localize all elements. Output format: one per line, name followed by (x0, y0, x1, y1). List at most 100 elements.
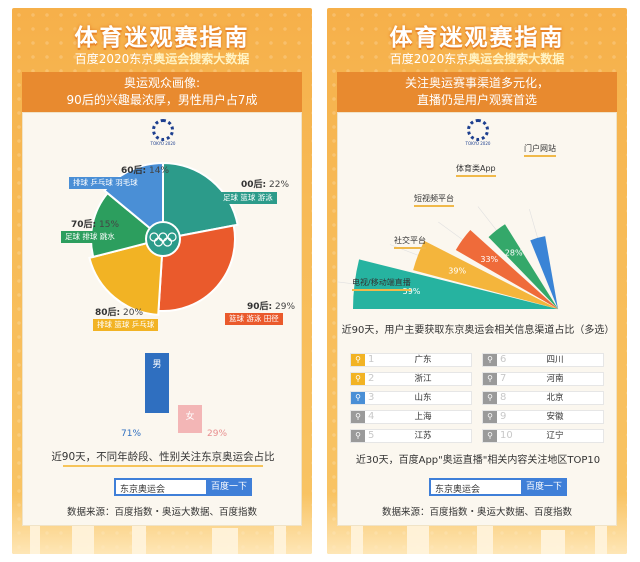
rank-number: 7 (500, 373, 507, 384)
search-icon: ⚲ (351, 354, 365, 366)
search-icon: ⚲ (351, 392, 365, 404)
ranking-row: ⚲ 8 北京 (482, 391, 604, 405)
search-input[interactable]: 东京奥运会 (120, 485, 166, 495)
tokyo-2020-logo: TOKYO 2020 (462, 119, 494, 149)
ranking-row: ⚲ 9 安徽 (482, 410, 604, 424)
channel-label-2: 社交平台 (394, 235, 426, 249)
rank-city: 上海 (414, 412, 432, 422)
search-icon: ⚲ (351, 430, 365, 442)
ranking-row: ⚲ 5 江苏 (350, 429, 472, 443)
left-poster: 体育迷观赛指南 百度2020东京奥运会搜索大数据 奥运观众画像: 90后的兴趣最… (12, 8, 312, 554)
pie-slice (162, 161, 239, 241)
caption-underline (63, 465, 263, 467)
rank-city: 辽宁 (546, 431, 564, 441)
ranking-row: ⚲ 6 四川 (482, 353, 604, 367)
insight-banner: 奥运观众画像: 90后的兴趣最浓厚，男性用户占7成 (22, 72, 302, 112)
age-pie-chart (88, 161, 239, 316)
ranking-row: ⚲ 4 上海 (350, 410, 472, 424)
ranking-row: ⚲ 10 辽宁 (482, 429, 604, 443)
age-tags-80: 排球 篮球 乒乓球 (93, 319, 159, 331)
banner-line-1: 奥运观众画像: (123, 76, 201, 90)
insight-banner: 关注奥运赛事渠道多元化， 直播仍是用户观赛首选 (337, 72, 617, 112)
pie-slice (88, 237, 165, 316)
channel-label-1: 电视/移动端直播 (352, 277, 411, 291)
age-label-60: 60后: 14% (121, 166, 170, 176)
age-label-90: 90后: 29% (247, 302, 296, 312)
male-pct: 71% (121, 429, 142, 439)
rank-city: 河南 (546, 374, 564, 384)
rank-number: 8 (500, 392, 507, 403)
male-label: 男 (152, 360, 162, 370)
logo-text: TOKYO 2020 (465, 141, 491, 146)
gender-caption: 近90天，不同年龄段、性别关注东京奥运会占比 (51, 451, 275, 463)
female-label: 女 (185, 412, 195, 422)
rank-number: 1 (368, 354, 375, 365)
channel-wedge (353, 259, 558, 309)
subheadline: 百度2020东京奥运会搜索大数据 (12, 50, 312, 67)
search-icon: ⚲ (483, 373, 497, 385)
headline: 体育迷观赛指南 (389, 25, 565, 51)
banner-line-2: 90后的兴趣最浓厚，男性用户占7成 (66, 93, 258, 107)
male-bar: 男 (145, 353, 169, 413)
banner-line-2: 直播仍是用户观赛首选 (416, 93, 537, 107)
data-source: 数据来源：百度指数・奥运大数据、百度指数 (66, 507, 257, 518)
search-button[interactable]: 百度一下 (206, 478, 252, 496)
ranking-row: ⚲ 2 浙江 (350, 372, 472, 386)
rank-city: 四川 (546, 355, 564, 365)
search-icon: ⚲ (483, 411, 497, 423)
ranking-row: ⚲ 1 广东 (350, 353, 472, 367)
channel-chart: 59% 39% 33% 28% (338, 206, 559, 310)
search-icon: ⚲ (351, 373, 365, 385)
olympic-rings-icon (145, 221, 181, 257)
rank-city: 安徽 (546, 412, 564, 422)
age-tags-60: 排球 乒乓球 羽毛球 (69, 177, 142, 189)
female-pct: 29% (207, 429, 228, 439)
rank-number: 9 (500, 411, 507, 422)
age-label-80: 80后: 20% (95, 308, 144, 318)
age-tags-90: 篮球 游泳 田径 (225, 313, 283, 325)
search-icon: ⚲ (483, 392, 497, 404)
age-tags-00: 足球 篮球 游泳 (219, 192, 277, 204)
rank-number: 5 (368, 430, 375, 441)
subheadline-prefix: 百度2020东京 (74, 52, 154, 66)
data-card: TOKYO 2020 59% 39% 33% 28% 电视/移动端直播 社交平台 短视… (337, 112, 617, 526)
age-label-00: 00后: 22% (241, 180, 290, 190)
rank-number: 4 (368, 411, 375, 422)
search-icon: ⚲ (483, 354, 497, 366)
search-box[interactable]: 东京奥运会 百度一下 (114, 478, 252, 496)
search-icon: ⚲ (351, 411, 365, 423)
ranking-row: ⚲ 7 河南 (482, 372, 604, 386)
subheadline: 百度2020东京奥运会搜索大数据 (327, 50, 627, 67)
headline: 体育迷观赛指南 (74, 25, 250, 51)
rank-city: 山东 (414, 393, 432, 403)
rank-city: 浙江 (414, 374, 432, 384)
channel-caption: 近90天，用户主要获取东京奥运会相关信息渠道占比（多选） (341, 325, 615, 336)
channel-label-5: 门户网站 (524, 143, 556, 157)
channel-wedge (413, 240, 558, 309)
channel-label-3: 短视频平台 (414, 193, 454, 207)
channel-pct: 28% (505, 248, 523, 257)
channel-wedge (488, 224, 558, 309)
rank-city: 北京 (546, 393, 564, 403)
ranking-caption: 近30天，百度App"奥运直播"相关内容关注地区TOP10 (355, 455, 601, 466)
age-tags-70: 足球 排球 跳水 (61, 231, 119, 243)
search-icon: ⚲ (483, 430, 497, 442)
ranking-row: ⚲ 3 山东 (350, 391, 472, 405)
rank-number: 6 (500, 354, 507, 365)
search-button[interactable]: 百度一下 (521, 478, 567, 496)
channel-pct: 59% (403, 287, 421, 296)
search-input[interactable]: 东京奥运会 (435, 485, 481, 495)
subheadline-highlight: 奥运会搜索大数据 (468, 52, 565, 66)
channel-pct: 33% (480, 255, 498, 264)
channel-wedge (530, 236, 558, 309)
female-bar: 女 (178, 405, 202, 433)
logo-text: TOKYO 2020 (150, 141, 176, 146)
data-card: TOKYO 2020 00后: 22% 足球 篮球 游泳 90后: 29% 篮球… (22, 112, 302, 526)
rank-number: 10 (500, 430, 513, 441)
rank-number: 3 (368, 392, 375, 403)
data-source: 数据来源：百度指数・奥运大数据、百度指数 (381, 507, 572, 518)
tokyo-2020-logo: TOKYO 2020 (147, 119, 179, 149)
rank-number: 2 (368, 373, 375, 384)
age-label-70: 70后: 15% (71, 220, 120, 230)
search-box[interactable]: 东京奥运会 百度一下 (429, 478, 567, 496)
